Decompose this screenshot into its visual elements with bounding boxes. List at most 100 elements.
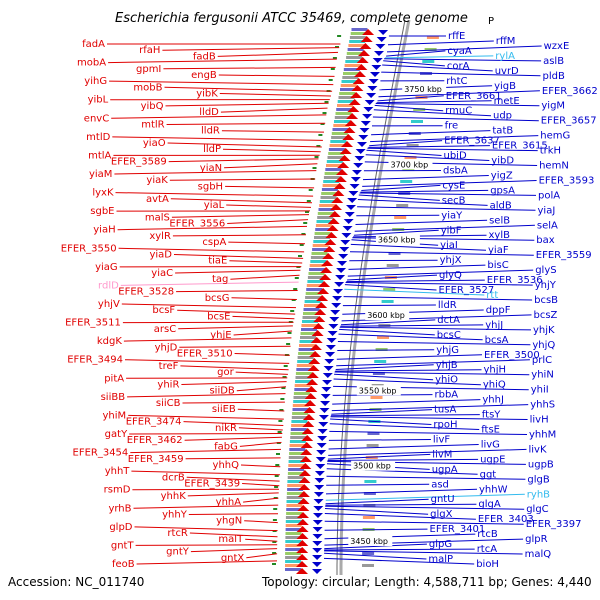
gene-label: yhjD xyxy=(155,342,178,353)
gene-leader-line xyxy=(338,333,483,341)
gene-label: gntY xyxy=(166,547,190,558)
gene-leader-line xyxy=(329,423,480,430)
feature-block xyxy=(330,140,347,143)
feature-block xyxy=(302,320,318,323)
tick-mark xyxy=(312,167,317,169)
reverse-gene-arrow xyxy=(353,163,364,168)
gene-leader-line xyxy=(218,74,335,77)
gene-label: EFER_3589 xyxy=(111,157,167,168)
gene-label: selB xyxy=(489,215,510,226)
feature-block xyxy=(285,556,302,559)
gene-leader-line xyxy=(336,354,483,360)
gene-label: bcsF xyxy=(152,305,175,316)
feature-block xyxy=(309,268,326,271)
forward-gene-arrow xyxy=(344,120,357,126)
tick-mark xyxy=(286,343,291,345)
gene-label: lldP xyxy=(203,144,221,155)
gene-label: EFER_3454 xyxy=(73,448,129,459)
feature-block xyxy=(326,160,343,163)
gene-label: yhjJ xyxy=(485,320,503,331)
feature-block xyxy=(413,108,426,111)
reverse-gene-arrow xyxy=(318,415,329,420)
tick-mark xyxy=(316,145,321,147)
feature-block xyxy=(297,356,314,359)
gene-leader-line xyxy=(344,288,485,296)
feature-block xyxy=(303,312,319,315)
reverse-gene-arrow xyxy=(332,296,343,301)
gene-leader-line xyxy=(219,93,332,97)
gene-label: corA xyxy=(447,61,470,72)
gene-leader-line xyxy=(111,114,327,119)
gene-leader-line xyxy=(123,337,292,342)
gene-label: livH xyxy=(530,415,549,426)
reverse-gene-arrow xyxy=(362,114,373,119)
gene-leader-line xyxy=(346,279,485,283)
feature-block xyxy=(301,328,317,331)
forward-gene-arrow xyxy=(332,190,345,196)
gene-label: aslB xyxy=(543,56,564,67)
gene-leader-line xyxy=(112,136,323,141)
feature-block xyxy=(341,80,358,83)
gene-label: yhiR xyxy=(157,380,179,391)
gene-leader-line xyxy=(343,296,533,301)
gene-leader-line xyxy=(121,303,297,309)
gene-leader-line xyxy=(236,386,287,392)
reverse-gene-arrow xyxy=(325,345,336,350)
kbp-label: 3500 kbp xyxy=(353,462,391,471)
gene-label: siiEB xyxy=(212,404,236,415)
gene-leader-line xyxy=(368,145,490,148)
gene-label: yibL xyxy=(88,95,109,106)
gene-leader-line xyxy=(132,488,280,491)
tick-mark xyxy=(276,453,280,455)
gene-label: rsmD xyxy=(104,485,131,496)
feature-block xyxy=(288,464,305,467)
gene-label: tiaE xyxy=(208,256,227,267)
feature-block xyxy=(286,500,303,503)
gene-label: gpsA xyxy=(490,185,515,196)
reverse-gene-arrow xyxy=(343,219,354,224)
gene-leader-line xyxy=(349,259,438,262)
gene-leader-line xyxy=(229,260,303,264)
gene-label: rpoH xyxy=(433,420,457,431)
tick-mark xyxy=(308,189,313,191)
forward-gene-arrow xyxy=(310,337,323,343)
right-gene-leaders xyxy=(323,35,542,565)
gene-leader-line xyxy=(347,269,534,277)
feature-block xyxy=(307,280,324,283)
gene-leader-line xyxy=(243,497,279,503)
feature-block xyxy=(340,88,356,91)
gene-label: yhhS xyxy=(530,400,555,411)
gene-leader-line xyxy=(339,328,435,336)
forward-gene-arrow xyxy=(314,309,327,315)
feature-block xyxy=(285,540,302,543)
reverse-gene-arrow xyxy=(320,394,331,399)
reverse-gene-arrow xyxy=(312,541,323,546)
gene-label: yiaD xyxy=(149,250,172,261)
gene-label: cspA xyxy=(202,237,226,248)
gene-label: yiaM xyxy=(89,169,112,180)
gene-leader-line xyxy=(170,198,313,204)
gene-leader-line xyxy=(324,543,427,550)
gene-label: metE xyxy=(494,96,520,107)
gene-label: yhjH xyxy=(484,365,507,376)
feature-block xyxy=(327,156,344,159)
feature-block xyxy=(335,112,352,115)
gene-label: rtcA xyxy=(477,544,498,555)
gene-leader-line xyxy=(369,140,443,147)
gene-label: EFER_3657 xyxy=(541,116,597,127)
gene-leader-line xyxy=(115,192,314,197)
gene-label: EFER_3494 xyxy=(67,355,123,366)
feature-block xyxy=(331,132,348,135)
gene-label: lldR xyxy=(201,126,220,137)
forward-gene-arrow xyxy=(298,484,311,490)
gene-label: rffM xyxy=(496,36,516,47)
gene-leader-line xyxy=(233,330,293,336)
feature-block xyxy=(350,32,367,35)
gene-label: yiaN xyxy=(200,163,222,174)
feature-block xyxy=(315,228,332,231)
feature-block xyxy=(400,180,413,183)
feature-block xyxy=(346,56,363,59)
forward-gene-arrow xyxy=(296,533,309,539)
gene-label: treF xyxy=(159,361,179,372)
gene-leader-line xyxy=(117,225,308,231)
